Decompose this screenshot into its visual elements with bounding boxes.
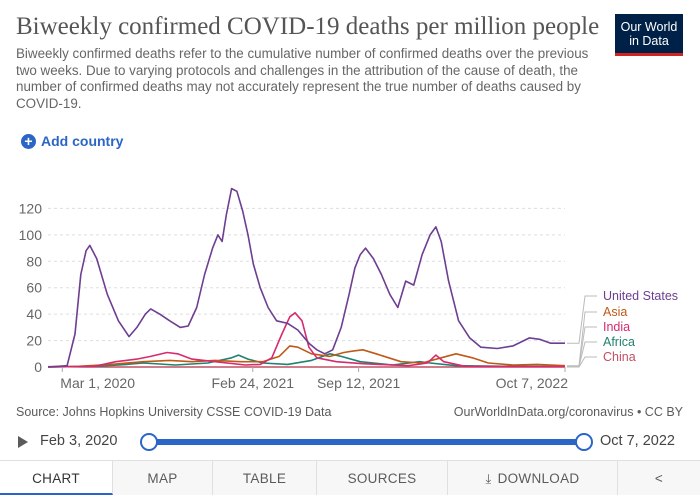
logo-line-1: Our World (615, 20, 683, 34)
legend-label[interactable]: India (603, 320, 630, 334)
tab-download[interactable]: ⤓ DOWNLOAD (448, 461, 618, 495)
x-axis: Mar 1, 2020 Feb 24, 2021 Sep 12, 2021 Oct 7… (60, 367, 568, 391)
tab-table[interactable]: TABLE (213, 461, 317, 495)
y-tick-label: 0 (34, 359, 42, 375)
x-tick-label: Sep 12, 2021 (317, 375, 401, 391)
line-chart: 0 20 40 60 80 100 120 Mar 1, 2020 Feb 24, 2021 S… (0, 160, 700, 400)
tab-sources-label: SOURCES (348, 471, 417, 486)
series-line-asia[interactable] (48, 346, 565, 367)
share-icon: < (655, 471, 663, 486)
tab-bar: CHART MAP TABLE SOURCES ⤓ DOWNLOAD < (0, 460, 700, 495)
source-note[interactable]: Source: Johns Hopkins University CSSE CO… (16, 405, 331, 419)
chart-subtitle: Biweekly confirmed deaths refer to the c… (16, 46, 606, 112)
download-icon: ⤓ (486, 461, 492, 497)
x-tick-label: Oct 7, 2022 (496, 375, 569, 391)
y-tick-label: 100 (19, 227, 43, 243)
x-tick-label: Feb 24, 2021 (212, 375, 295, 391)
timeline-end-handle[interactable] (575, 433, 593, 451)
license-link[interactable]: OurWorldInData.org/coronavirus • CC BY (454, 405, 683, 419)
legend-label[interactable]: United States (603, 289, 678, 303)
chart-title: Biweekly confirmed COVID-19 deaths per m… (16, 12, 606, 42)
timeline-end-label: Oct 7, 2022 (600, 433, 675, 449)
y-tick-label: 40 (26, 306, 42, 322)
add-country-button[interactable]: + Add country (21, 133, 123, 149)
tab-chart-label: CHART (32, 471, 80, 486)
tab-sources[interactable]: SOURCES (317, 461, 448, 495)
timeline-track[interactable] (147, 439, 583, 445)
y-tick-label: 20 (26, 333, 42, 349)
legend-label[interactable]: Asia (603, 305, 627, 319)
timeline-start-handle[interactable] (140, 433, 158, 451)
timeline-start-label: Feb 3, 2020 (40, 433, 117, 449)
y-tick-label: 120 (19, 200, 43, 216)
play-icon[interactable] (18, 436, 28, 448)
tab-map[interactable]: MAP (113, 461, 213, 495)
plus-circle-icon: + (21, 134, 36, 149)
tab-map-label: MAP (147, 471, 177, 486)
tab-download-label: DOWNLOAD (498, 471, 580, 486)
owid-logo[interactable]: Our World in Data (615, 14, 683, 56)
grid-layer: 0 20 40 60 80 100 120 (19, 200, 565, 375)
legend-label[interactable]: Africa (603, 335, 635, 349)
legend-label[interactable]: China (603, 350, 636, 364)
y-tick-label: 80 (26, 253, 42, 269)
timeline: Feb 3, 2020 Oct 7, 2022 (0, 428, 700, 456)
logo-line-2: in Data (615, 34, 683, 48)
y-tick-label: 60 (26, 280, 42, 296)
share-button[interactable]: < (618, 461, 700, 495)
tab-chart[interactable]: CHART (0, 461, 113, 495)
x-tick-label: Mar 1, 2020 (60, 375, 135, 391)
add-country-label: Add country (41, 133, 123, 149)
legend-connector (567, 327, 597, 367)
tab-table-label: TABLE (243, 471, 286, 486)
